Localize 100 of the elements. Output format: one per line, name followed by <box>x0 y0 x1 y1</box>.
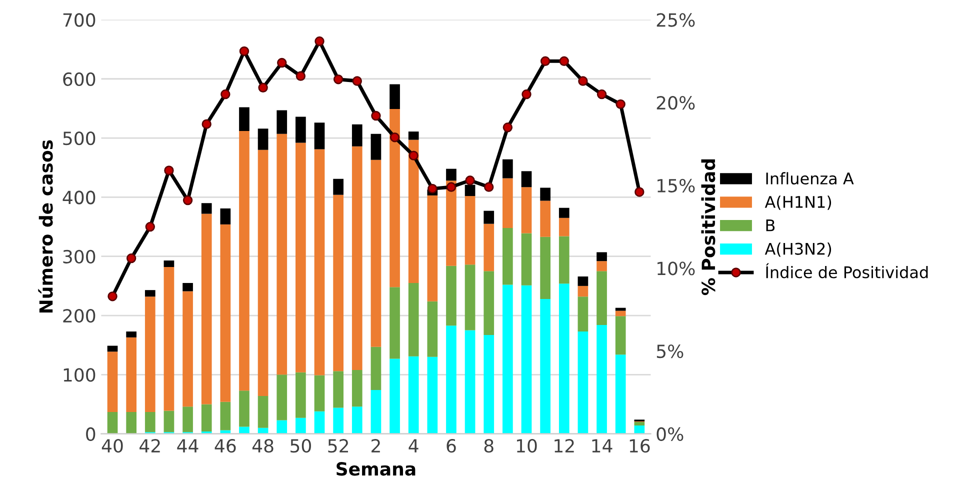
bar <box>164 410 174 432</box>
bar <box>540 298 550 434</box>
bar <box>615 308 626 311</box>
bar <box>578 286 588 297</box>
x-tick-label: 52 <box>328 439 348 453</box>
bar <box>182 406 193 432</box>
bar <box>596 271 607 325</box>
bar <box>615 354 626 434</box>
y2-tick-label: 20% <box>656 96 695 110</box>
bar <box>370 346 382 390</box>
bar <box>276 110 288 134</box>
bar <box>314 149 325 376</box>
legend-label: Índice de Positividad <box>766 263 928 278</box>
bar <box>220 224 231 402</box>
bar <box>390 84 400 110</box>
x-tick-label: 44 <box>177 439 198 452</box>
bar <box>427 301 438 357</box>
bar <box>540 200 550 237</box>
bar <box>446 180 456 266</box>
bar <box>502 178 513 228</box>
bar <box>446 326 456 434</box>
legend-label: Influenza A <box>766 172 854 185</box>
bar <box>144 290 156 297</box>
bar <box>484 224 494 272</box>
bar <box>521 233 532 286</box>
x-tick-label: 46 <box>214 439 236 453</box>
bar <box>615 316 626 355</box>
bar <box>596 252 607 262</box>
bar <box>276 374 288 420</box>
bar <box>427 195 438 302</box>
bar <box>464 330 476 434</box>
y2-tick-label: 5% <box>656 344 684 358</box>
bar <box>164 267 174 411</box>
bar <box>258 428 268 434</box>
bar <box>352 370 362 407</box>
bar <box>107 412 118 434</box>
bar <box>521 187 532 234</box>
bar <box>258 396 268 428</box>
x-tick-label: 40 <box>102 439 123 453</box>
bar <box>502 284 513 434</box>
y-tick-label: 200 <box>63 308 96 323</box>
bar <box>615 310 626 316</box>
bar <box>464 196 476 265</box>
x-tick-label: 16 <box>630 439 650 453</box>
legend-label: B <box>766 220 775 232</box>
bar <box>558 208 570 218</box>
bar <box>596 261 607 272</box>
bar <box>296 372 306 418</box>
bar <box>578 331 588 434</box>
bar <box>239 390 250 427</box>
bar <box>352 146 362 370</box>
bar <box>464 184 476 196</box>
bar <box>333 178 344 195</box>
bar <box>558 236 570 284</box>
bar <box>390 287 400 359</box>
bar <box>352 406 362 434</box>
bar <box>427 356 438 434</box>
bar <box>107 346 118 352</box>
x-tick-label: 48 <box>252 439 274 453</box>
bar <box>558 284 570 434</box>
x-tick-label: 12 <box>554 439 574 452</box>
x-tick-label: 2 <box>372 439 380 452</box>
x-axis-title: Semana <box>336 462 416 476</box>
bar <box>408 282 419 356</box>
bar <box>578 296 588 332</box>
bar <box>296 418 306 434</box>
bar <box>446 266 456 326</box>
bar <box>540 236 550 299</box>
x-tick-label: 14 <box>592 439 612 452</box>
y-tick-label: 100 <box>64 368 96 382</box>
y-axis-title: Número de casos <box>38 140 53 313</box>
legend-label: A(H3N2) <box>764 242 832 257</box>
bar <box>484 335 494 434</box>
bar <box>126 412 137 434</box>
bar <box>182 291 193 407</box>
y-tick-label: 400 <box>62 190 96 204</box>
bar <box>370 134 382 160</box>
bar <box>239 107 250 131</box>
y-tick-label: 300 <box>63 250 96 264</box>
bar <box>484 210 494 224</box>
bar <box>276 420 288 434</box>
bar <box>390 358 400 434</box>
bar <box>144 412 156 432</box>
bar <box>314 375 325 412</box>
y2-tick-label: 15% <box>658 178 695 192</box>
bar <box>578 276 588 286</box>
bar <box>201 214 212 404</box>
y2-axis-title: % Positividad <box>701 159 716 296</box>
y2-tick-label: 10% <box>658 262 695 276</box>
bar <box>296 116 306 143</box>
bar <box>502 228 513 285</box>
bar <box>634 426 645 434</box>
y-tick-label: 500 <box>63 132 96 146</box>
bar <box>333 194 344 372</box>
legend-label: A(H1N1) <box>764 196 832 210</box>
bar <box>239 130 250 391</box>
y-tick-label: 0 <box>86 427 96 441</box>
bar <box>276 134 288 375</box>
bar <box>484 271 494 336</box>
bar <box>258 128 268 150</box>
